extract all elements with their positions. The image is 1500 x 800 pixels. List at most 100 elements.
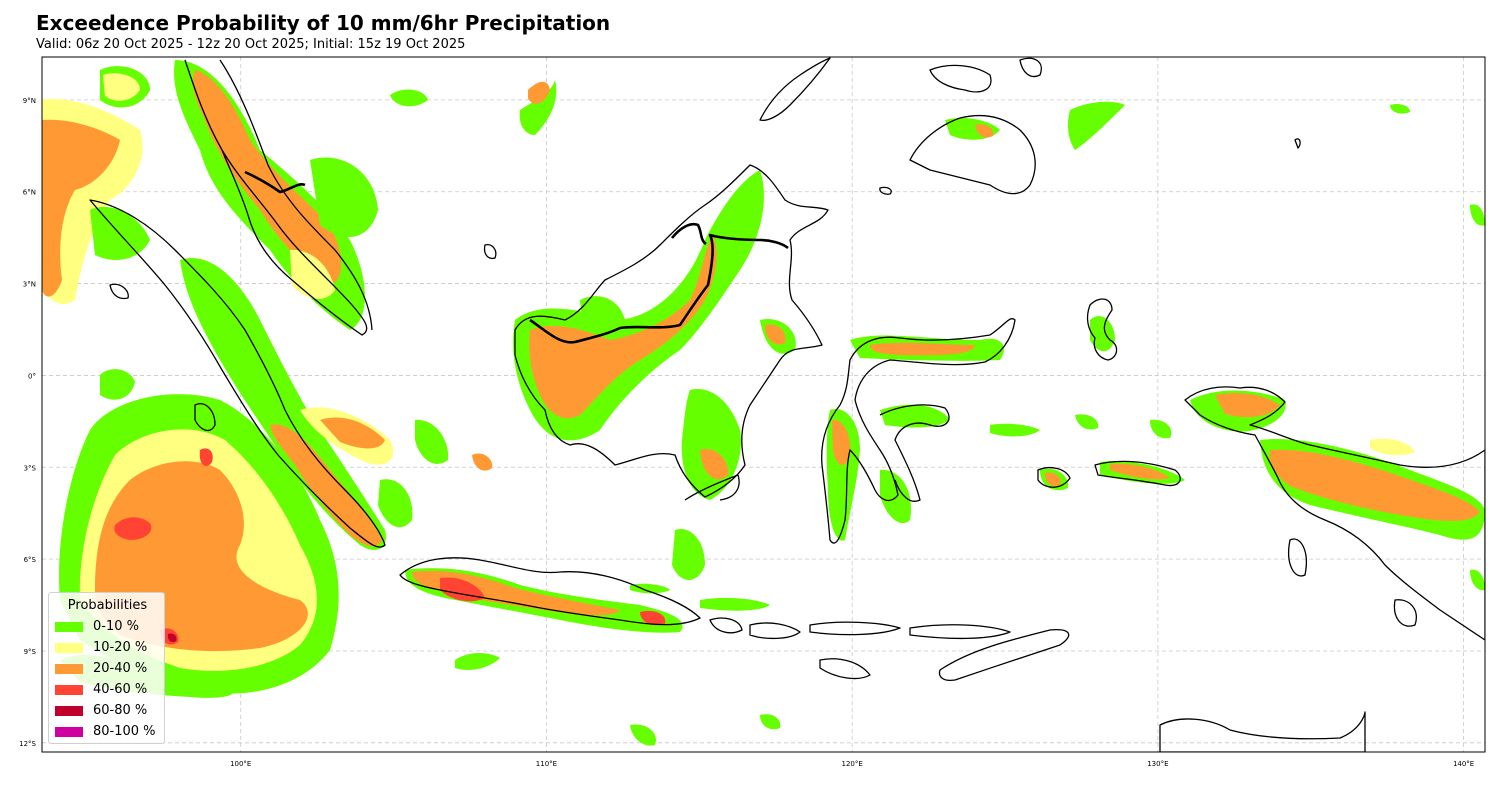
precip-area-orange <box>832 419 851 466</box>
precip-area-green <box>415 419 449 464</box>
legend-label: 10-20 % <box>93 640 148 655</box>
precip-area-green <box>1075 414 1099 430</box>
coastline-borneo <box>514 164 829 498</box>
precip-area-green <box>310 157 378 237</box>
legend-label: 40-60 % <box>93 682 148 697</box>
coastline-halmahera <box>1086 298 1118 361</box>
coastline-timor <box>938 629 1070 682</box>
precip-area-green <box>1390 103 1410 114</box>
legend-item: 0-10 % <box>55 619 163 635</box>
lat-tick-label: 12°S <box>19 740 36 748</box>
precip-area-green <box>455 653 500 670</box>
coastline-malay-peninsula <box>184 59 368 336</box>
coastline-island <box>879 186 892 195</box>
precip-area-green <box>378 479 413 528</box>
precip-area-orange <box>1110 463 1170 480</box>
lat-tick-label: 9°S <box>24 648 37 656</box>
precip-area-green <box>630 583 670 594</box>
coastline-island <box>194 403 216 432</box>
legend-title: Probabilities <box>67 598 148 613</box>
legend-item: 40-60 % <box>55 682 163 698</box>
chart-title: Exceedence Probability of 10 mm/6hr Prec… <box>36 11 611 35</box>
legend-item: 60-80 % <box>55 703 163 719</box>
coastline-sulawesi <box>821 318 1016 544</box>
coastline-sumatra <box>89 199 386 548</box>
coastline-sumba <box>819 658 871 680</box>
border-malaysia-thailand <box>244 170 306 194</box>
lat-tick-label: 3°N <box>23 281 36 289</box>
border-borneo <box>529 233 789 344</box>
precip-area-red <box>640 610 666 626</box>
coastlines <box>89 57 1485 752</box>
lon-tick-label: 100°E <box>230 760 251 768</box>
coastline-new-guinea <box>1184 386 1485 641</box>
coastline-philippines <box>759 57 1042 121</box>
precip-area-orange <box>270 424 382 547</box>
lat-tick-label: 0° <box>28 372 36 380</box>
coastline-seram <box>1094 460 1181 487</box>
precip-area-green <box>1067 101 1125 150</box>
precip-area-yellow <box>1370 438 1415 456</box>
legend-swatch <box>55 643 83 653</box>
coastline-sulawesi-se <box>879 404 950 502</box>
coastline-mindanao <box>909 115 1036 195</box>
coastline-java <box>399 557 701 626</box>
legend-item: 20-40 % <box>55 661 163 677</box>
border-borneo-north <box>670 222 707 246</box>
precip-area-orange <box>42 119 120 297</box>
legend-swatch <box>55 622 83 632</box>
precip-area-red <box>199 448 213 466</box>
precip-area-green <box>672 529 705 580</box>
precip-area-orange <box>1215 393 1280 418</box>
precip-area-green <box>100 369 135 400</box>
national-borders <box>244 170 789 344</box>
coastline-lesser-sunda <box>709 617 1011 640</box>
coastline-island <box>1288 538 1307 577</box>
lon-tick-label: 110°E <box>536 760 557 768</box>
precip-area-orange <box>472 453 493 471</box>
legend-item: 80-100 % <box>55 724 163 740</box>
map-frame <box>41 56 1486 753</box>
precipitation-field <box>42 60 1485 746</box>
precip-area-orange <box>1269 449 1480 521</box>
lat-tick-label: 3°S <box>24 464 37 472</box>
lon-tick-label: 130°E <box>1147 760 1168 768</box>
precip-area-yellow <box>290 249 335 300</box>
precip-area-yellow <box>103 73 140 101</box>
coastline-island <box>483 244 497 260</box>
precip-area-green <box>1470 204 1485 226</box>
precip-area-green <box>1090 316 1115 352</box>
legend: Probabilities 0-10 % 10-20 % 20-40 % 40-… <box>48 592 165 744</box>
precip-area-orange <box>529 235 717 419</box>
precip-area-orange <box>870 342 975 356</box>
precip-area-green <box>1150 419 1172 439</box>
coastline-island <box>1393 599 1417 627</box>
coastline-mainland <box>219 59 373 331</box>
precip-area-orange <box>193 70 342 285</box>
precip-area-green <box>580 296 625 332</box>
coastline-island <box>1294 138 1301 149</box>
legend-label: 0-10 % <box>93 619 139 634</box>
precip-area-red <box>440 577 485 602</box>
legend-swatch <box>55 706 83 716</box>
precip-area-crimson <box>167 633 177 643</box>
coastline-buru <box>1037 467 1071 488</box>
precip-area-orange <box>700 449 729 480</box>
lon-tick-label: 140°E <box>1453 760 1474 768</box>
precip-area-green <box>880 404 950 428</box>
coastline-island <box>1159 711 1366 752</box>
lat-tick-label: 9°N <box>23 97 36 105</box>
coastline-island <box>109 283 129 300</box>
legend-label: 80-100 % <box>93 724 156 739</box>
precip-area-orange <box>975 124 994 138</box>
precip-area-green <box>760 714 781 730</box>
precip-area-green <box>880 469 911 524</box>
legend-label: 60-80 % <box>93 703 148 718</box>
precip-area-green <box>700 597 770 611</box>
precip-area-orange <box>528 81 550 104</box>
lat-tick-label: 6°N <box>23 189 36 197</box>
lon-tick-label: 120°E <box>842 760 863 768</box>
precip-area-orange <box>765 324 786 345</box>
precip-area-green <box>630 724 656 746</box>
